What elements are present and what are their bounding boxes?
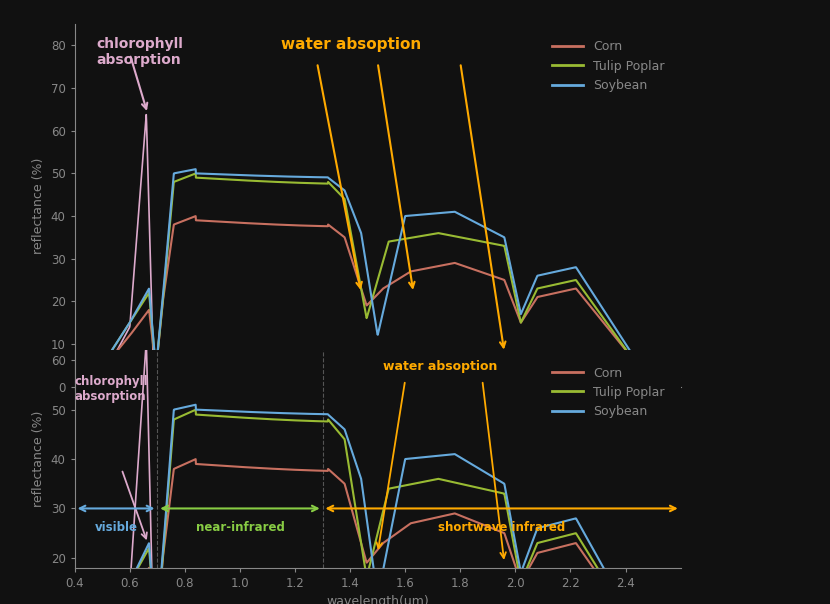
Text: visible: visible bbox=[95, 521, 138, 534]
Text: chlorophyll
absorption: chlorophyll absorption bbox=[75, 375, 149, 403]
Text: shortwave infrared: shortwave infrared bbox=[438, 521, 565, 534]
Text: water absoption: water absoption bbox=[383, 360, 497, 373]
X-axis label: wavelength(μm): wavelength(μm) bbox=[326, 596, 429, 604]
Text: near-infrared: near-infrared bbox=[196, 521, 285, 534]
Legend: Corn, Tulip Poplar, Soybean: Corn, Tulip Poplar, Soybean bbox=[542, 356, 674, 428]
Legend: Corn, Tulip Poplar, Soybean: Corn, Tulip Poplar, Soybean bbox=[542, 30, 674, 102]
Y-axis label: reflectance (%): reflectance (%) bbox=[32, 157, 46, 254]
Text: water absoption: water absoption bbox=[281, 37, 422, 52]
Text: chlorophyll
absorption: chlorophyll absorption bbox=[97, 37, 183, 67]
Y-axis label: reflectance (%): reflectance (%) bbox=[32, 411, 46, 507]
